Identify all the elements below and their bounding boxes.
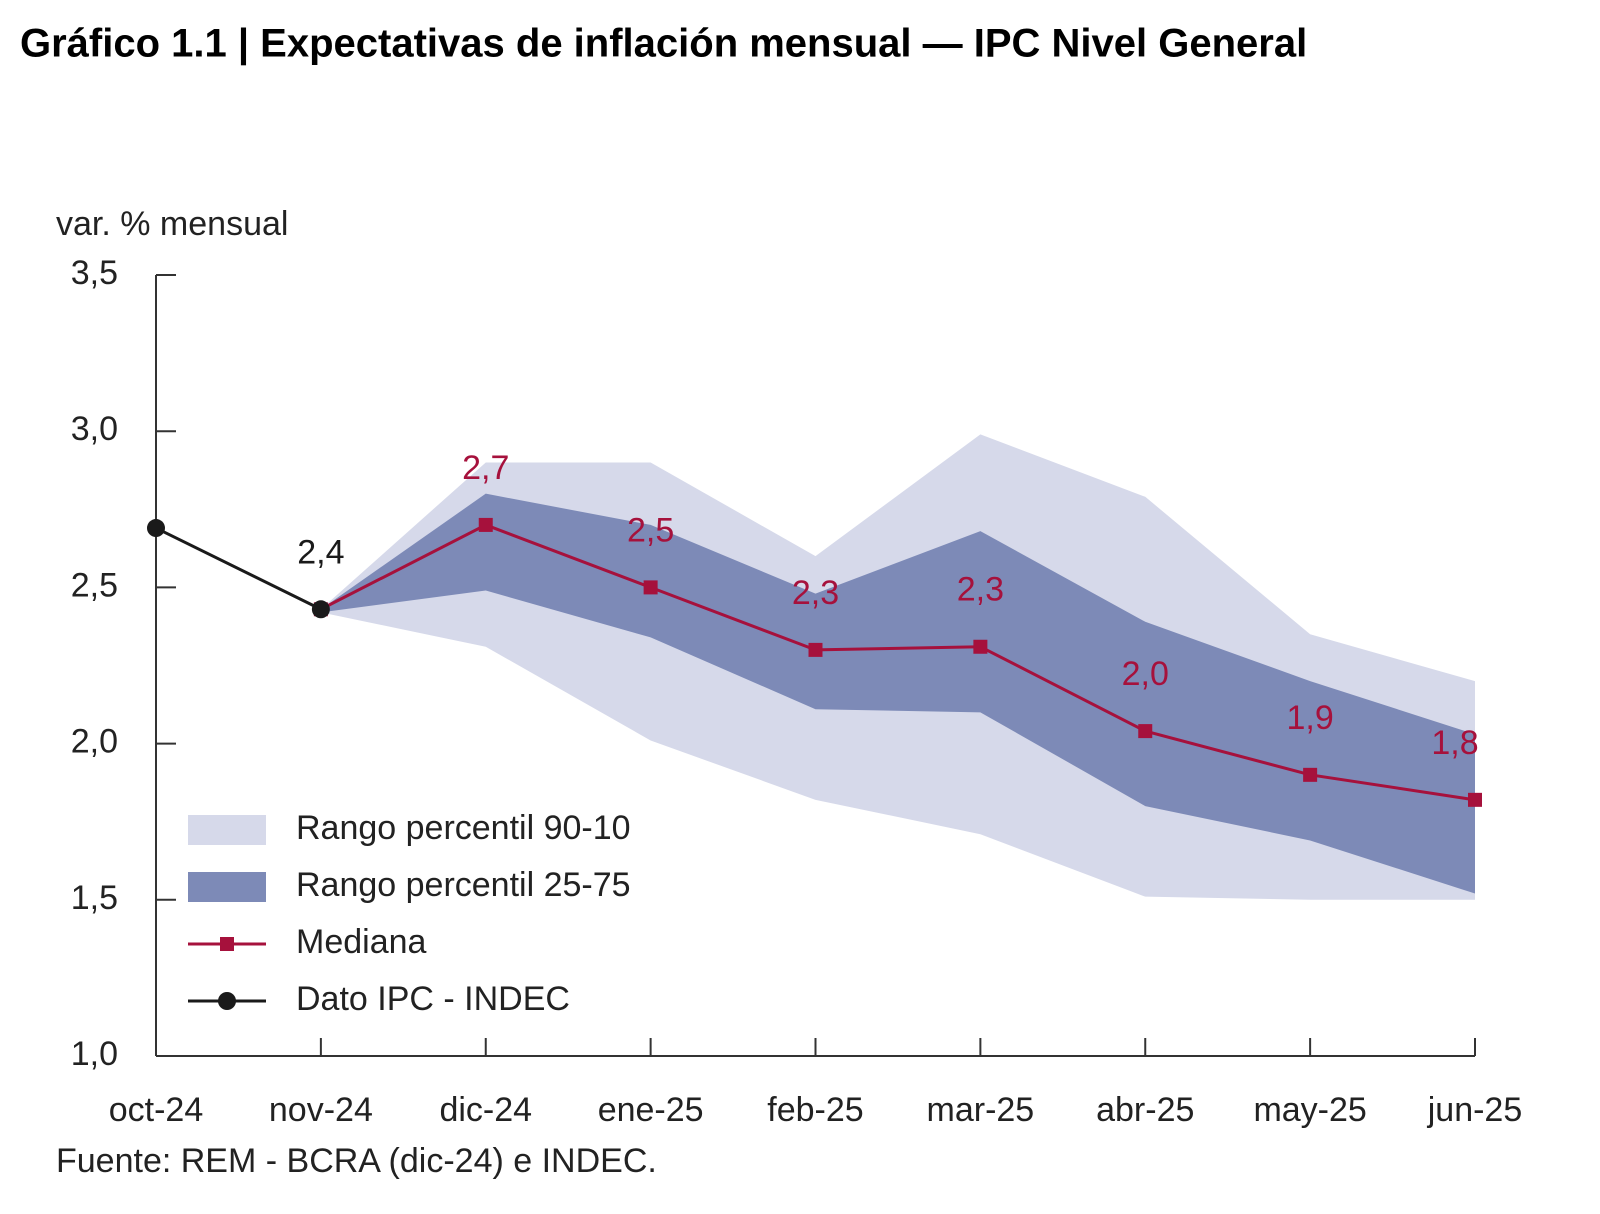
point-marker <box>808 642 823 657</box>
series-line <box>155 526 322 611</box>
x-tick-label: feb-25 <box>767 1091 863 1129</box>
band-area <box>320 493 1475 894</box>
y-tick-label: 1,0 <box>71 1035 118 1073</box>
x-tick-label: dic-24 <box>439 1091 532 1129</box>
y-axis-label: var. % mensual <box>56 205 288 243</box>
data-label: 1,9 <box>1286 699 1333 737</box>
legend-label: Rango percentil 90-10 <box>296 809 631 847</box>
x-tick-label: may-25 <box>1253 1091 1366 1129</box>
data-label: 2,7 <box>462 449 509 487</box>
legend-marker <box>220 937 234 951</box>
point-marker <box>147 519 165 538</box>
data-label: 2,4 <box>297 533 344 571</box>
legend-label: Dato IPC - INDEC <box>296 980 570 1018</box>
legend-label: Mediana <box>296 923 427 961</box>
x-tick-label: nov-24 <box>269 1091 373 1129</box>
data-label: 2,0 <box>1122 655 1169 693</box>
point-marker <box>1468 792 1482 807</box>
legend-swatch <box>188 872 266 902</box>
x-tick-label: oct-24 <box>109 1091 204 1129</box>
point-marker <box>478 517 493 532</box>
point-marker <box>1138 724 1153 739</box>
y-tick-label: 2,5 <box>71 566 118 604</box>
y-tick-label: 3,5 <box>71 254 118 292</box>
y-tick-label: 1,5 <box>71 879 118 917</box>
legend-swatch <box>188 815 266 845</box>
series-line <box>320 523 1476 802</box>
x-tick-label: jun-25 <box>1427 1091 1523 1129</box>
point-marker <box>973 639 988 654</box>
y-tick-label: 3,0 <box>71 410 118 448</box>
data-label: 1,8 <box>1431 724 1478 762</box>
data-label: 2,5 <box>627 511 674 549</box>
point-marker <box>311 600 330 619</box>
point-marker <box>1303 767 1318 782</box>
legend-marker <box>218 992 236 1010</box>
x-tick-label: ene-25 <box>598 1091 704 1129</box>
point-marker <box>643 580 658 595</box>
x-tick-label: abr-25 <box>1096 1091 1194 1129</box>
data-label: 2,3 <box>957 571 1004 609</box>
y-tick-label: 2,0 <box>71 723 118 761</box>
data-label: 2,3 <box>792 574 839 612</box>
source-note: Fuente: REM - BCRA (dic-24) e INDEC. <box>56 1142 657 1180</box>
chart-title: Gráfico 1.1 | Expectativas de inflación … <box>20 22 1307 66</box>
legend-label: Rango percentil 25-75 <box>296 866 631 904</box>
x-tick-label: mar-25 <box>927 1091 1035 1129</box>
